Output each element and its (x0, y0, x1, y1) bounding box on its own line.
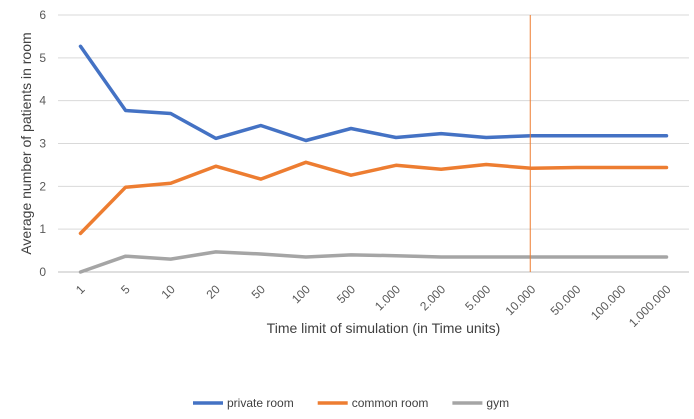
y-tick-label: 0 (39, 265, 46, 279)
x-axis-title: Time limit of simulation (in Time units) (267, 320, 501, 336)
series-line (78, 160, 669, 236)
x-tick-label: 20 (204, 282, 224, 302)
x-tick-label: 10.000 (503, 282, 539, 318)
x-tick-label: 1.000 (372, 282, 403, 313)
x-tick-label: 1 (73, 282, 88, 297)
legend-label: private room (227, 396, 294, 410)
y-tick-label: 6 (39, 8, 46, 22)
y-tick-label: 1 (39, 222, 46, 236)
legend-label: gym (486, 396, 509, 410)
y-axis-ticks: 0 1 2 3 4 5 6 (39, 8, 46, 279)
y-tick-label: 5 (39, 51, 46, 65)
x-tick-label: 2.000 (417, 282, 448, 313)
series-line (78, 44, 669, 143)
x-tick-label: 5.000 (462, 282, 493, 313)
series-line (78, 250, 669, 274)
x-tick-label: 5 (118, 282, 133, 297)
legend-label: common room (352, 396, 429, 410)
gridlines (58, 14, 689, 273)
x-tick-label: 500 (334, 282, 358, 306)
x-tick-label: 50.000 (548, 282, 584, 318)
y-tick-label: 2 (39, 179, 46, 193)
x-tick-label: 100 (289, 282, 313, 306)
x-tick-label: 100.000 (588, 282, 629, 323)
x-tick-label: 10 (158, 282, 178, 302)
legend: private room common room gym (193, 396, 509, 410)
series-lines (78, 44, 669, 274)
x-tick-label: 50 (249, 282, 269, 302)
y-tick-label: 4 (39, 94, 46, 108)
x-tick-label: 1.000.000 (626, 282, 674, 330)
y-axis-title: Average number of patients in room (18, 32, 34, 254)
y-tick-label: 3 (39, 137, 46, 151)
